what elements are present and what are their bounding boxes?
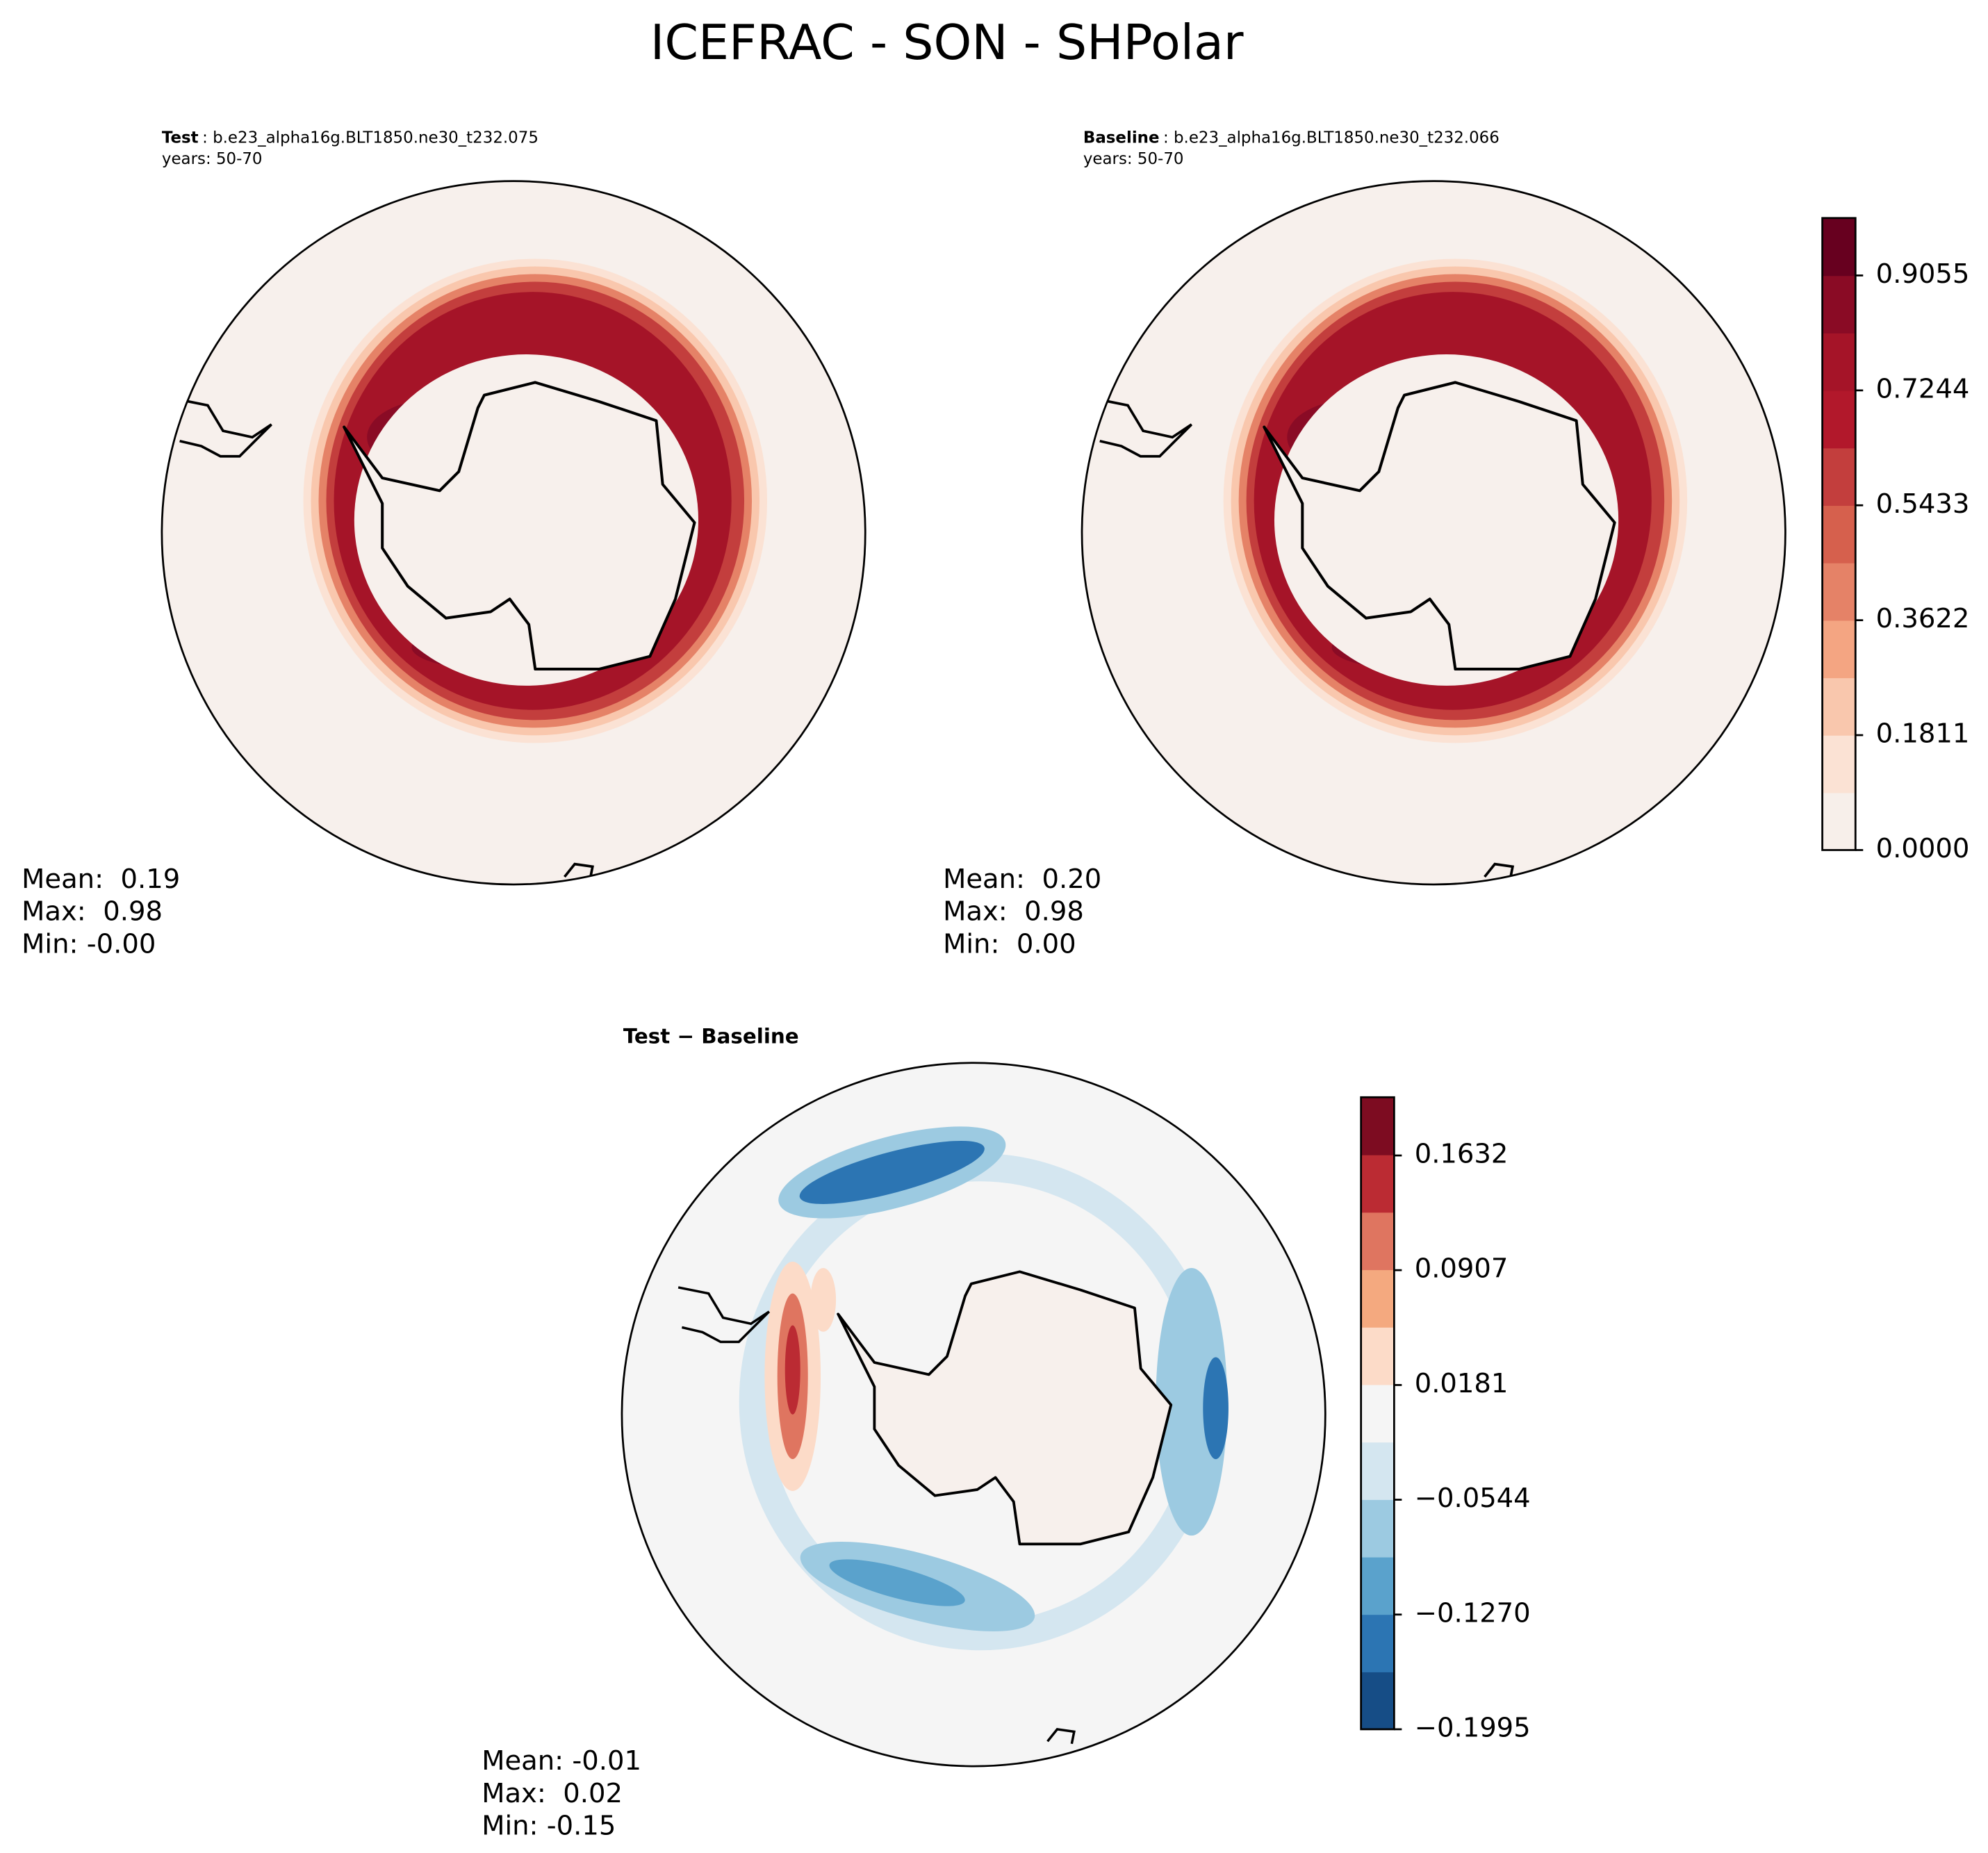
panel-years: years: 50-70 bbox=[1083, 150, 1184, 168]
colorbar-band bbox=[1361, 1556, 1395, 1615]
panel-years: years: 50-70 bbox=[162, 150, 263, 168]
colorbar-band bbox=[1822, 390, 1856, 449]
colorbar-band bbox=[1822, 562, 1856, 621]
panel-title: Test: b.e23_alpha16g.BLT1850.ne30_t232.0… bbox=[162, 129, 539, 147]
map-difference bbox=[621, 1062, 1326, 1768]
colorbar-band bbox=[1822, 217, 1856, 277]
colorbar-band bbox=[1822, 505, 1856, 563]
colorbar-band bbox=[1822, 735, 1856, 793]
panel-title-label: Test bbox=[162, 129, 199, 147]
stat-text: Min: 0.00 bbox=[943, 929, 1076, 960]
colorbar-tick-label: 0.9055 bbox=[1876, 258, 1970, 290]
colorbar-frame bbox=[1360, 1096, 1395, 1731]
panel-title: Test − Baseline bbox=[623, 1025, 799, 1048]
colorbar-band bbox=[1361, 1269, 1395, 1328]
stat-text: Min: -0.00 bbox=[22, 929, 156, 960]
colorbar-band bbox=[1361, 1614, 1395, 1672]
map-border bbox=[161, 180, 866, 886]
colorbar-tick-label: 0.0181 bbox=[1415, 1368, 1509, 1399]
stat-text: Max: 0.98 bbox=[943, 896, 1084, 928]
colorbar-band bbox=[1822, 620, 1856, 679]
colorbar-tick-label: −0.1995 bbox=[1415, 1712, 1531, 1743]
colorbar-band bbox=[1361, 1212, 1395, 1271]
colorbar-band bbox=[1361, 1499, 1395, 1558]
colorbar-band bbox=[1361, 1384, 1395, 1443]
colorbar-tick-label: −0.0544 bbox=[1415, 1483, 1531, 1514]
map-test bbox=[161, 180, 866, 886]
colorbar-band bbox=[1822, 333, 1856, 391]
colorbar-tick-label: 0.1811 bbox=[1876, 718, 1970, 750]
colorbar-band bbox=[1822, 275, 1856, 333]
colorbar-band bbox=[1361, 1442, 1395, 1500]
colorbar-band bbox=[1822, 677, 1856, 736]
panel-title: Baseline: b.e23_alpha16g.BLT1850.ne30_t2… bbox=[1083, 129, 1500, 147]
map-baseline bbox=[1081, 180, 1786, 886]
stat-text: Max: 0.02 bbox=[482, 1778, 623, 1809]
colorbar-tick-label: 0.1632 bbox=[1415, 1139, 1509, 1170]
colorbar-tick-label: 0.0907 bbox=[1415, 1253, 1509, 1285]
colorbar-frame bbox=[1821, 217, 1857, 851]
panel-title-text: : b.e23_alpha16g.BLT1850.ne30_t232.075 bbox=[202, 129, 539, 147]
colorbar-band bbox=[1361, 1154, 1395, 1213]
panel-title-text: : b.e23_alpha16g.BLT1850.ne30_t232.066 bbox=[1163, 129, 1500, 147]
colorbar-tick-label: 0.5433 bbox=[1876, 488, 1970, 520]
stat-text: Mean: -0.01 bbox=[482, 1745, 641, 1777]
map-border bbox=[621, 1062, 1326, 1768]
colorbar-tick-label: 0.0000 bbox=[1876, 833, 1970, 864]
figure-title: ICEFRAC - SON - SHPolar bbox=[650, 15, 1244, 71]
colorbar-band bbox=[1822, 447, 1856, 507]
colorbar-tick-label: −0.1270 bbox=[1415, 1597, 1531, 1629]
panel-title-label: Baseline bbox=[1083, 129, 1160, 147]
colorbar-tick-label: 0.7244 bbox=[1876, 373, 1970, 404]
colorbar-band bbox=[1361, 1097, 1395, 1155]
map-border bbox=[1081, 180, 1786, 886]
colorbar-tick-label: 0.3622 bbox=[1876, 603, 1970, 634]
colorbar-band bbox=[1361, 1327, 1395, 1385]
colorbar-band bbox=[1822, 792, 1856, 851]
colorbar-band bbox=[1361, 1672, 1395, 1730]
stat-text: Mean: 0.20 bbox=[943, 864, 1101, 895]
stat-text: Max: 0.98 bbox=[22, 896, 163, 928]
stat-text: Mean: 0.19 bbox=[22, 864, 180, 895]
stat-text: Min: -0.15 bbox=[482, 1811, 616, 1842]
